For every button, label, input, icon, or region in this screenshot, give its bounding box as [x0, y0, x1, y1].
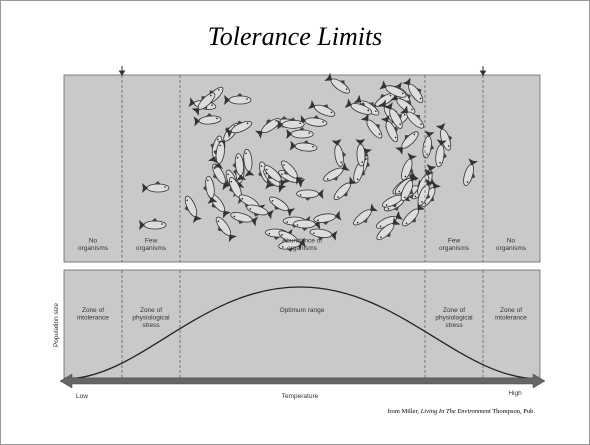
zone-label: Few — [145, 238, 158, 245]
fish-eye — [246, 98, 248, 100]
fish-eye — [308, 132, 310, 134]
zone-label: organisms — [496, 245, 527, 252]
credit-suffix: Thompson, Pub. — [491, 408, 536, 415]
fish-eye — [164, 186, 166, 188]
credit: from Miller, Living In The Environment T… — [387, 408, 535, 415]
fish-eye — [286, 221, 288, 223]
slide: Tolerance Limits Population size Low Tem… — [0, 0, 590, 445]
fish-eye — [161, 223, 163, 225]
fish-body — [282, 120, 304, 128]
credit-prefix: from Miller, — [387, 408, 421, 415]
zone-label: stress — [142, 322, 160, 329]
zone-label: organisms — [136, 245, 167, 252]
zone-label: intolerance — [77, 315, 109, 322]
zone-label: intolerance — [495, 315, 527, 322]
zone-label: Abundance of — [282, 238, 322, 245]
zone-label: physiological — [132, 315, 170, 322]
fish-body — [147, 184, 169, 192]
zone-label: Zone of — [140, 307, 162, 314]
zone-label: stress — [445, 322, 463, 329]
fish-eye — [300, 194, 302, 196]
axis-label: Temperature — [282, 393, 319, 400]
fish-body — [229, 96, 251, 104]
axis-high: High — [508, 390, 522, 397]
fish-body — [144, 221, 166, 229]
zone-label: organisms — [287, 245, 318, 252]
credit-book: Living In The Environment — [420, 408, 491, 415]
axis-low: Low — [76, 393, 88, 400]
page: {"title": "Tolerance Limits", "top_panel… — [0, 0, 590, 445]
zone-label: physiological — [435, 315, 473, 322]
zone-label: Zone of — [82, 307, 104, 314]
zone-label: organisms — [78, 245, 109, 252]
zone-label: Optimum range — [280, 307, 325, 314]
zone-label: No — [89, 238, 98, 245]
zone-label: Zone of — [500, 307, 522, 314]
zone-label: Zone of — [443, 307, 465, 314]
fish-body — [291, 130, 313, 138]
zone-label: Few — [448, 238, 461, 245]
curve-panel — [64, 270, 540, 378]
zone-label: No — [507, 238, 516, 245]
fish-body — [297, 190, 319, 198]
fish-body — [293, 220, 315, 229]
y-axis-label: Population size — [53, 303, 60, 347]
slide-title: Tolerance Limits — [208, 22, 383, 51]
zone-label: organisms — [439, 245, 470, 252]
